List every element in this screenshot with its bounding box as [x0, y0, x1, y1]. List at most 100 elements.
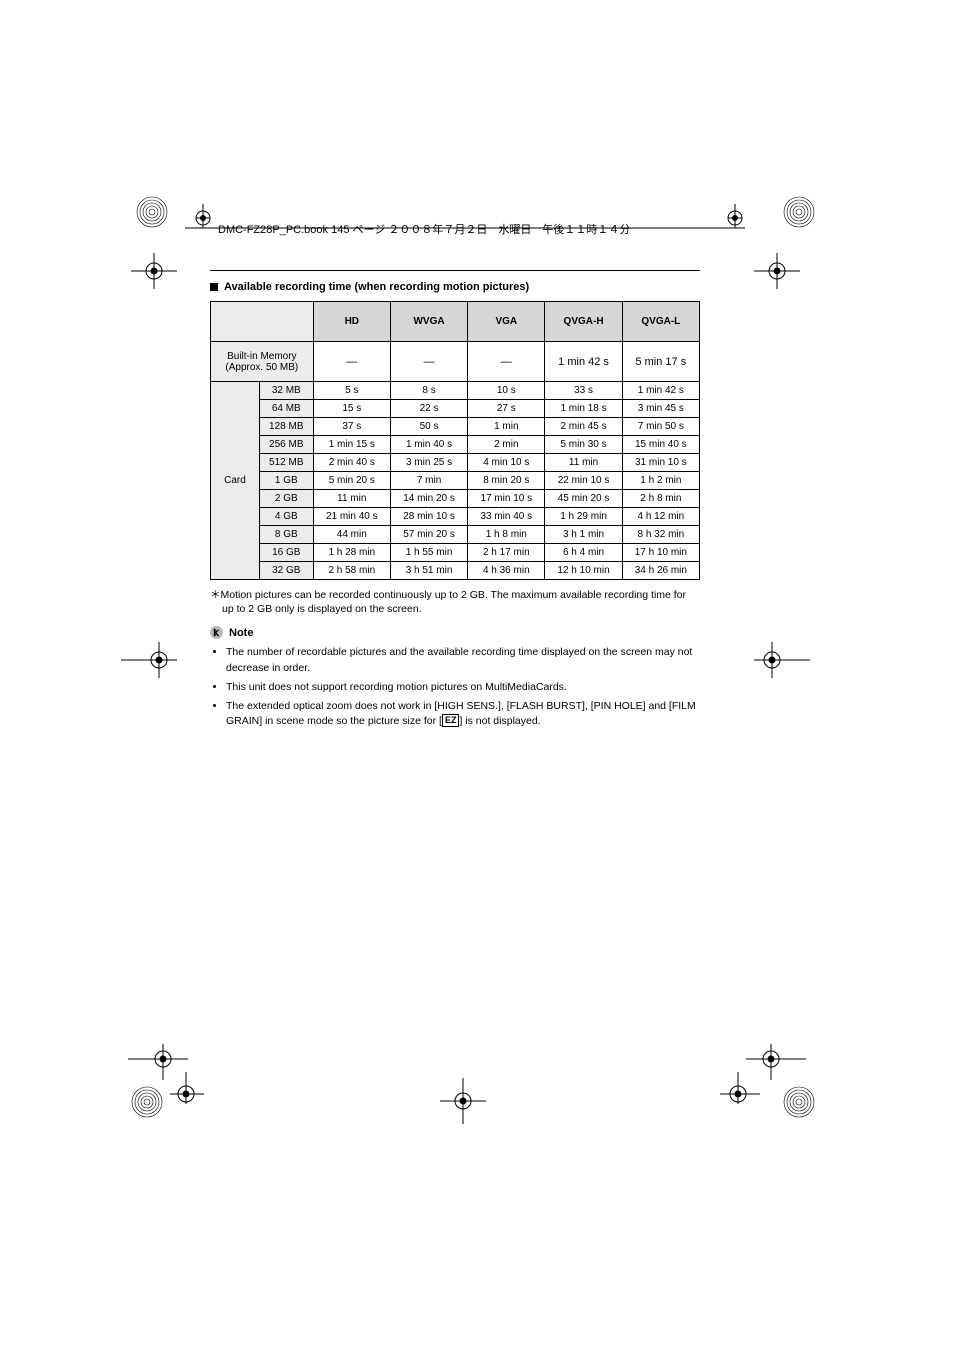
table-row: 2 GB11 min14 min 20 s17 min 10 s45 min 2… — [211, 490, 700, 508]
col-header: WVGA — [390, 302, 467, 342]
table-cell: 2 h 58 min — [313, 562, 390, 580]
row-head-size: 2 GB — [259, 490, 313, 508]
table-cell: 22 min 10 s — [545, 472, 622, 490]
table-cell: 27 s — [468, 400, 545, 418]
table-cell: 1 min — [468, 418, 545, 436]
registration-top-right — [754, 253, 800, 299]
spiral-ornament-top-left — [136, 196, 168, 228]
table-cell: 3 h 1 min — [545, 526, 622, 544]
registration-mid-left — [121, 642, 177, 678]
table-cell: 15 s — [313, 400, 390, 418]
table-cell: 6 h 4 min — [545, 544, 622, 562]
table-cell: 5 s — [313, 382, 390, 400]
table-cell: 1 h 8 min — [468, 526, 545, 544]
table-cell: 44 min — [313, 526, 390, 544]
header-rule — [210, 270, 700, 271]
table-cell: 50 s — [390, 418, 467, 436]
row-head-size: 1 GB — [259, 472, 313, 490]
table-cell: 2 h 8 min — [622, 490, 699, 508]
table-cell: 5 min 30 s — [545, 436, 622, 454]
table-row: 4 GB21 min 40 s28 min 10 s33 min 40 s1 h… — [211, 508, 700, 526]
table-cell: 5 min 20 s — [313, 472, 390, 490]
table-cell: 17 min 10 s — [468, 490, 545, 508]
table-row: 512 MB2 min 40 s3 min 25 s4 min 10 s11 m… — [211, 454, 700, 472]
table-cell: 1 h 55 min — [390, 544, 467, 562]
table-cell: 45 min 20 s — [545, 490, 622, 508]
row-head-size: 64 MB — [259, 400, 313, 418]
table-cell: 7 min — [390, 472, 467, 490]
table-cell: 2 min 40 s — [313, 454, 390, 472]
row-head-size: 32 GB — [259, 562, 313, 580]
table-row: Card32 MB5 s8 s10 s33 s1 min 42 s — [211, 382, 700, 400]
table-cell: 1 min 18 s — [545, 400, 622, 418]
table-cell: 34 h 26 min — [622, 562, 699, 580]
table-cell: 1 h 29 min — [545, 508, 622, 526]
table-cell: 2 h 17 min — [468, 544, 545, 562]
col-header: QVGA-H — [545, 302, 622, 342]
section-header: Available recording time (when recording… — [210, 281, 700, 293]
ez-badge-icon: EZ — [442, 714, 460, 727]
row-head-size: 32 MB — [259, 382, 313, 400]
table-row: 256 MB1 min 15 s1 min 40 s2 min5 min 30 … — [211, 436, 700, 454]
section-title: Available recording time (when recording… — [224, 281, 529, 293]
footnote: ＊Motion pictures can be recorded continu… — [210, 588, 700, 616]
row-head-size: 512 MB — [259, 454, 313, 472]
table-cell: 1 min 40 s — [390, 436, 467, 454]
table-cell: 1 h 28 min — [313, 544, 390, 562]
table-cell: 5 min 17 s — [622, 342, 699, 382]
table-cell: 33 min 40 s — [468, 508, 545, 526]
table-cell: 22 s — [390, 400, 467, 418]
table-cell: 4 h 36 min — [468, 562, 545, 580]
table-cell: 21 min 40 s — [313, 508, 390, 526]
spiral-ornament-bottom-left — [131, 1086, 163, 1118]
note-item: The number of recordable pictures and th… — [226, 645, 700, 675]
table-cell: 33 s — [545, 382, 622, 400]
table-cell: 1 h 2 min — [622, 472, 699, 490]
table-cell: 14 min 20 s — [390, 490, 467, 508]
col-header: HD — [313, 302, 390, 342]
table-cell: 3 min 25 s — [390, 454, 467, 472]
table-row: 32 GB2 h 58 min3 h 51 min4 h 36 min12 h … — [211, 562, 700, 580]
table-cell: 28 min 10 s — [390, 508, 467, 526]
table-row: Built-in Memory (Approx. 50 MB)———1 min … — [211, 342, 700, 382]
table-cell: 4 h 12 min — [622, 508, 699, 526]
note-icon — [210, 626, 223, 639]
table-cell: 1 min 15 s — [313, 436, 390, 454]
book-filename: DMC-FZ28P_PC.book 145 ページ ２００８年７月２日 水曜日 … — [218, 221, 630, 237]
table-cell: 3 h 51 min — [390, 562, 467, 580]
table-cell: 15 min 40 s — [622, 436, 699, 454]
col-header: VGA — [468, 302, 545, 342]
note-title: Note — [229, 627, 253, 639]
table-cell: 2 min — [468, 436, 545, 454]
table-cell: 57 min 20 s — [390, 526, 467, 544]
table-cell: 31 min 10 s — [622, 454, 699, 472]
table-cell: 2 min 45 s — [545, 418, 622, 436]
spiral-ornament-top-right — [783, 196, 815, 228]
row-head-size: 16 GB — [259, 544, 313, 562]
table-cell: 11 min — [313, 490, 390, 508]
footnote-text: Motion pictures can be recorded continuo… — [221, 589, 687, 615]
asterisk: ＊ — [210, 589, 221, 601]
registration-top-left — [131, 253, 177, 299]
table-row: 16 GB1 h 28 min1 h 55 min2 h 17 min6 h 4… — [211, 544, 700, 562]
table-cell: 8 s — [390, 382, 467, 400]
table-row: 1 GB5 min 20 s7 min8 min 20 s22 min 10 s… — [211, 472, 700, 490]
row-head-size: 128 MB — [259, 418, 313, 436]
row-head-size: 8 GB — [259, 526, 313, 544]
row-head-size: 256 MB — [259, 436, 313, 454]
table-cell: 7 min 50 s — [622, 418, 699, 436]
col-header: QVGA-L — [622, 302, 699, 342]
table-cell: 8 min 20 s — [468, 472, 545, 490]
table-blank-header — [211, 302, 314, 342]
table-cell: 1 min 42 s — [545, 342, 622, 382]
recording-time-table: HD WVGA VGA QVGA-H QVGA-L Built-in Memor… — [210, 301, 700, 580]
row-head-builtin: Built-in Memory (Approx. 50 MB) — [211, 342, 314, 382]
note-item: The extended optical zoom does not work … — [226, 699, 700, 729]
square-bullet-icon — [210, 283, 218, 291]
note-block: Note The number of recordable pictures a… — [210, 626, 700, 729]
page-content: Available recording time (when recording… — [210, 270, 700, 733]
table-row: 8 GB44 min57 min 20 s1 h 8 min3 h 1 min8… — [211, 526, 700, 544]
table-cell: 37 s — [313, 418, 390, 436]
table-cell: 1 min 42 s — [622, 382, 699, 400]
table-cell: 8 h 32 min — [622, 526, 699, 544]
